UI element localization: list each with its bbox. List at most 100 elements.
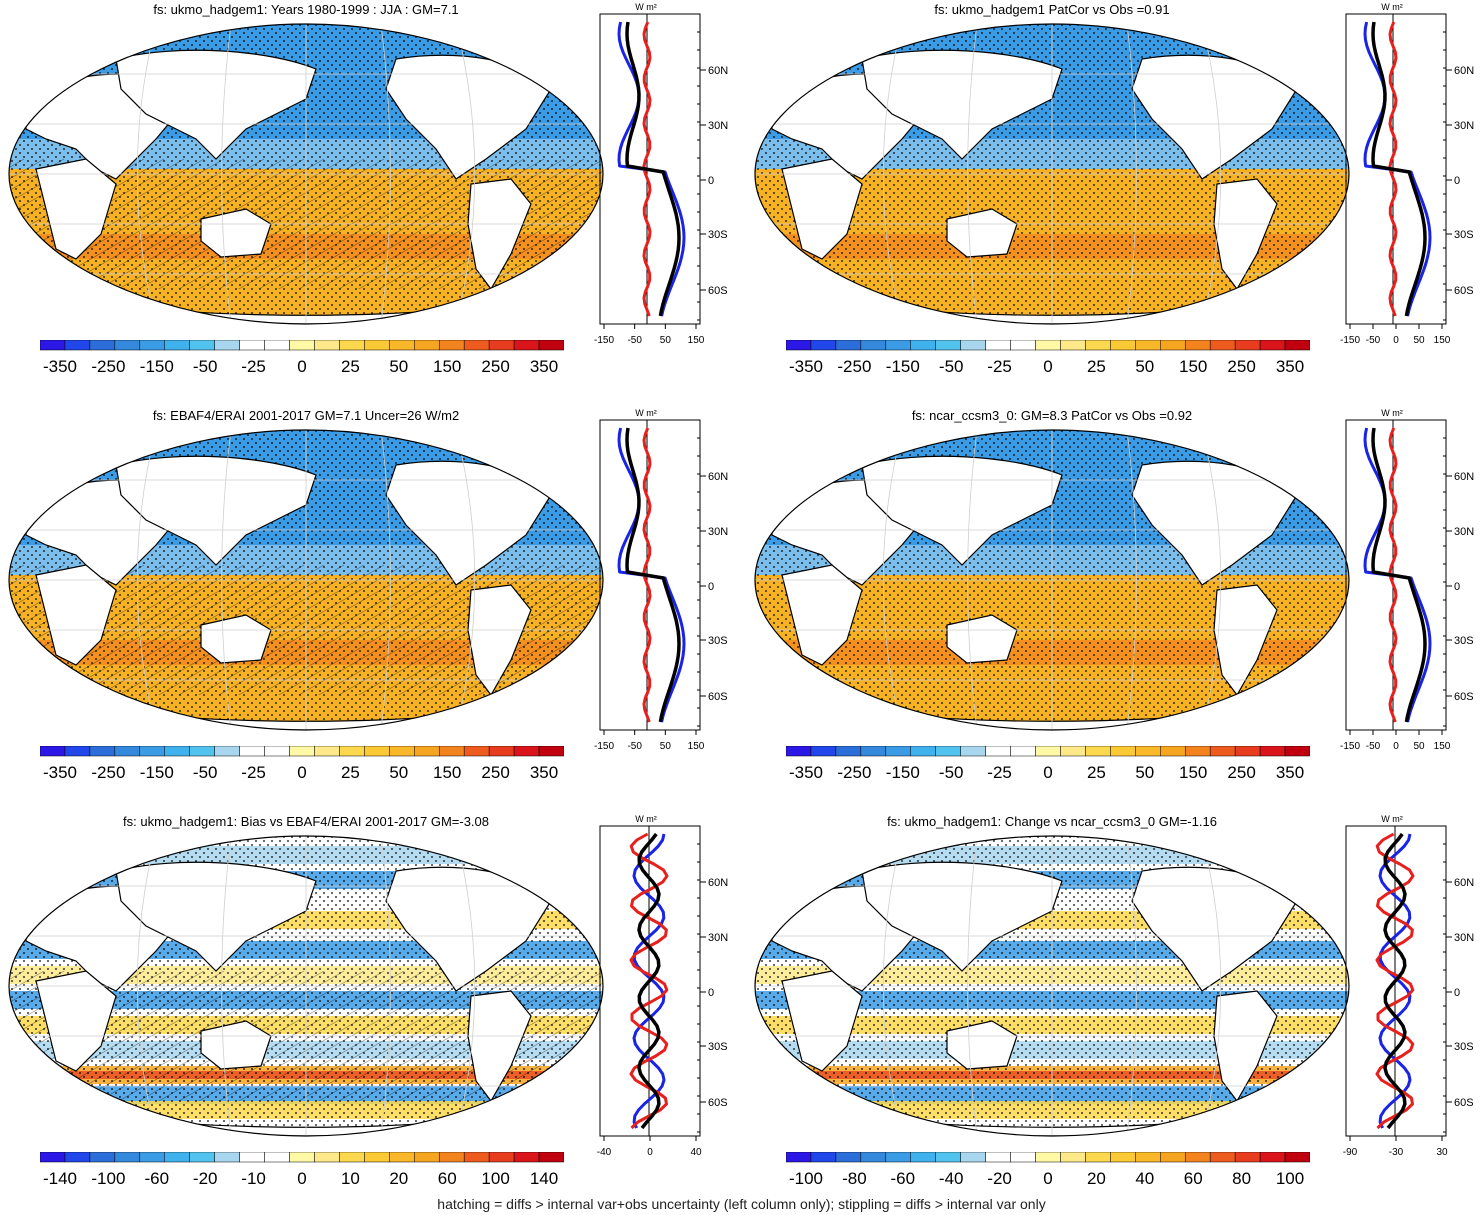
graticule-lon xyxy=(1126,836,1137,1136)
colorbar-label: 350 xyxy=(1276,763,1304,782)
colorbar-label: 0 xyxy=(1043,357,1052,376)
lat-label: 30S xyxy=(708,1041,728,1053)
colorbar-label: -20 xyxy=(987,1169,1012,1188)
colorbar-label: 150 xyxy=(1179,763,1207,782)
land-mass xyxy=(200,614,272,664)
colorbar-swatch xyxy=(1060,746,1086,757)
colorbar-label: -250 xyxy=(91,357,125,376)
lat-label: 30N xyxy=(708,526,728,538)
colorbar-swatch xyxy=(438,340,465,351)
graticule-lon xyxy=(136,24,157,324)
colorbar-label: -150 xyxy=(140,357,174,376)
graticule-lon xyxy=(1201,836,1222,1136)
x-tick-label: -150 xyxy=(594,741,614,752)
colorbar-swatch xyxy=(786,746,812,757)
x-tick-label: 0 xyxy=(1393,741,1399,752)
colorbar-swatch xyxy=(1010,340,1036,351)
colorbar-swatch xyxy=(164,340,190,351)
land-mass xyxy=(35,564,117,666)
colorbar-swatch xyxy=(1035,340,1061,351)
land-mass xyxy=(115,861,317,972)
graticule-lon xyxy=(1126,24,1137,324)
graticule-lon xyxy=(455,430,476,730)
colorbar-swatch xyxy=(1209,340,1236,351)
lat-label: 30S xyxy=(708,635,728,647)
colorbar-swatch xyxy=(414,746,440,757)
colorbar-swatch xyxy=(139,746,166,757)
lat-label: 30S xyxy=(1454,1041,1474,1053)
diff-curve xyxy=(1375,832,1415,1130)
lat-label: 30S xyxy=(1454,229,1474,241)
colorbar-swatch xyxy=(1234,746,1261,757)
panel-ukmo-hadgem1-jja: fs: ukmo_hadgem1: Years 1980-1999 : JJA … xyxy=(6,2,736,402)
colorbar-swatch xyxy=(910,340,936,351)
land-mass xyxy=(467,990,532,1103)
zonal-units: W m² xyxy=(635,2,657,12)
lat-label: 60N xyxy=(708,471,728,483)
lat-label: 60N xyxy=(708,877,728,889)
lat-label: 60S xyxy=(708,1097,728,1109)
colorbar-label: 25 xyxy=(1087,357,1106,376)
colorbar-label: 20 xyxy=(1087,1169,1106,1188)
colorbar-swatch xyxy=(985,340,1011,351)
map-field xyxy=(755,24,1349,324)
diff-curve xyxy=(629,832,669,1130)
model-curve xyxy=(625,21,681,317)
colorbar-swatch xyxy=(960,1152,986,1163)
panel-ebaf4-erai: fs: EBAF4/ERAI 2001-2017 GM=7.1 Uncer=26… xyxy=(6,408,736,808)
lat-label: 0 xyxy=(1454,581,1460,593)
lat-label: 0 xyxy=(708,987,714,999)
colorbar-label: -100 xyxy=(789,1169,823,1188)
land-mass xyxy=(1213,990,1278,1103)
colorbar-swatch xyxy=(860,746,887,757)
robinson-map xyxy=(8,23,604,325)
colorbar-swatch xyxy=(1160,1152,1186,1163)
model-curve xyxy=(637,832,661,1130)
colorbar-label: 10 xyxy=(341,1169,360,1188)
colorbar-swatch xyxy=(1209,746,1236,757)
colorbar-swatch xyxy=(1135,1152,1161,1163)
colorbar-swatch xyxy=(1209,1152,1236,1163)
colorbar-label: -25 xyxy=(241,357,266,376)
graticule-lon xyxy=(1126,430,1137,730)
colorbar-label: 350 xyxy=(1276,357,1304,376)
x-tick-label: 50 xyxy=(660,335,672,346)
colorbar-swatch xyxy=(1184,746,1211,757)
x-tick-label: 150 xyxy=(1434,335,1451,346)
colorbar-label: 0 xyxy=(1043,1169,1052,1188)
colorbar-swatch xyxy=(64,340,91,351)
x-tick-label: 50 xyxy=(1413,741,1425,752)
land-mass xyxy=(35,158,117,260)
lat-label: 0 xyxy=(708,175,714,187)
colorbar-swatch xyxy=(314,1152,340,1163)
colorbar: -350 -250 -150 -50 -25 0 25 50 150 250 350 xyxy=(786,746,1310,782)
colorbar-label: 50 xyxy=(1135,357,1154,376)
colorbar-label: 60 xyxy=(438,1169,457,1188)
obs-curve xyxy=(632,833,666,1129)
colorbar-swatch xyxy=(1060,340,1086,351)
map-title: fs: ukmo_hadgem1: Years 1980-1999 : JJA … xyxy=(153,2,459,17)
graticule-lon xyxy=(221,430,232,730)
colorbar-label: 150 xyxy=(433,763,461,782)
colorbar-swatch xyxy=(389,340,415,351)
colorbar-swatch xyxy=(1284,746,1310,757)
colorbar-label: -40 xyxy=(939,1169,964,1188)
lat-label: 30N xyxy=(1454,526,1474,538)
land-mass xyxy=(946,614,1018,664)
graticule-lon xyxy=(967,430,978,730)
colorbar-swatch xyxy=(364,746,390,757)
lat-label: 0 xyxy=(708,581,714,593)
lat-label: 60N xyxy=(1454,877,1474,889)
lat-label: 60S xyxy=(1454,1097,1474,1109)
zonal-units: W m² xyxy=(1381,408,1403,418)
x-tick-label: 150 xyxy=(688,741,705,752)
colorbar-label: 0 xyxy=(297,357,306,376)
colorbar-swatch xyxy=(289,746,315,757)
colorbar-swatch xyxy=(114,340,141,351)
colorbar-swatch xyxy=(264,746,290,757)
colorbar-swatch xyxy=(114,746,141,757)
x-tick-label: -40 xyxy=(597,1147,612,1158)
land-mass xyxy=(946,208,1018,258)
colorbar-label: 20 xyxy=(389,1169,408,1188)
colorbar-swatch xyxy=(414,1152,440,1163)
